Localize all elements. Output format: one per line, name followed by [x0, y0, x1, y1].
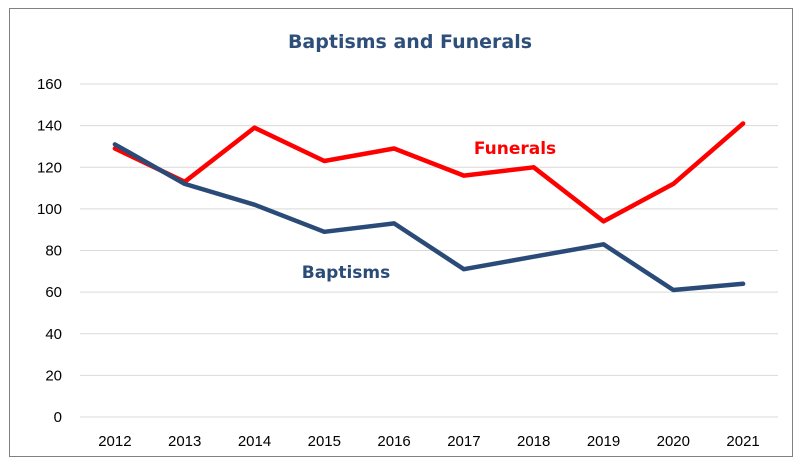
- y-tick-label: 40: [45, 326, 62, 343]
- x-tick-label: 2019: [587, 433, 620, 450]
- y-tick-label: 80: [45, 243, 62, 260]
- series-line-funerals: [112, 121, 746, 224]
- x-axis-ticks: 2012 2013 2014 2015 2016 2017 2018 2019 2020 2021: [98, 433, 760, 450]
- series-lines: [112, 121, 746, 293]
- x-tick-label: 2016: [377, 433, 410, 450]
- y-tick-label: 60: [45, 284, 62, 301]
- chart-title: Baptisms and Funerals: [288, 31, 532, 53]
- y-tick-label: 20: [45, 367, 62, 384]
- y-tick-label: 160: [37, 76, 62, 93]
- x-tick-label: 2015: [308, 433, 341, 450]
- y-tick-label: 140: [37, 118, 62, 135]
- y-tick-label: 100: [37, 201, 62, 218]
- x-tick-label: 2013: [168, 433, 201, 450]
- grid-lines: [80, 83, 778, 418]
- y-axis-ticks: 0 20 40 60 80 100 120 140 160: [37, 76, 62, 426]
- chart-frame: [9, 8, 793, 457]
- y-tick-label: 120: [37, 159, 62, 176]
- y-tick-label: 0: [54, 409, 62, 426]
- x-tick-label: 2017: [447, 433, 480, 450]
- x-tick-label: 2021: [726, 433, 759, 450]
- x-tick-label: 2018: [517, 433, 550, 450]
- series-label-baptisms: Baptisms: [302, 263, 391, 283]
- x-tick-label: 2014: [238, 433, 271, 450]
- series-line-baptisms: [112, 142, 746, 293]
- x-tick-label: 2020: [657, 433, 690, 450]
- x-tick-label: 2012: [98, 433, 131, 450]
- series-label-funerals: Funerals: [474, 139, 556, 159]
